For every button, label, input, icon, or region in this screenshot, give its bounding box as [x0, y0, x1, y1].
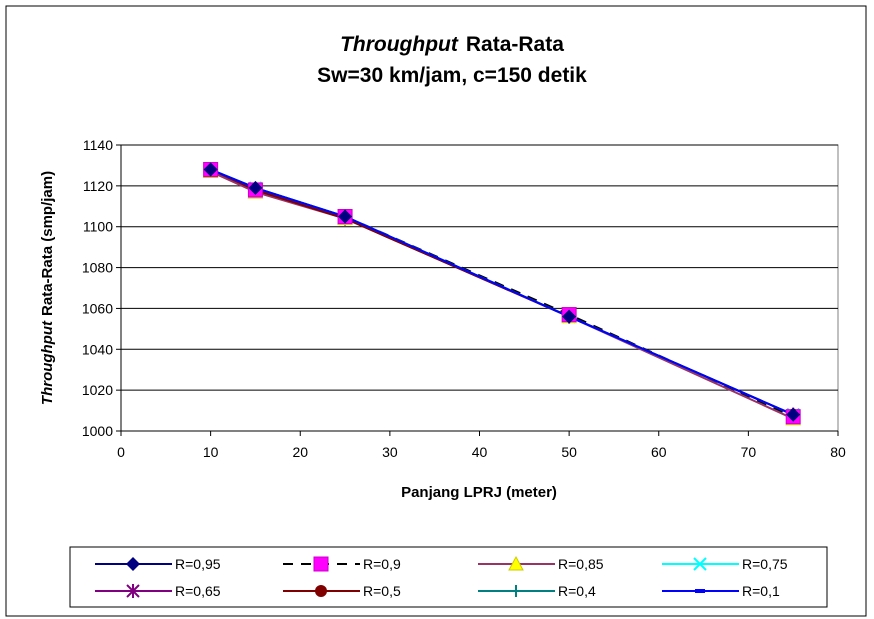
legend-label: R=0,95 — [175, 556, 221, 572]
legend: R=0,95 R=0,9 R=0,85 R=0,75 R=0,65 R=0,5 R=0,4 R… — [95, 555, 788, 599]
series-0-point — [338, 209, 353, 224]
plot-area — [120, 144, 839, 432]
y-tick-label: 1120 — [83, 178, 113, 194]
chart-subtitle: Sw=30 km/jam, c=150 detik — [317, 64, 587, 87]
legend-item: R=0,75 — [662, 556, 788, 572]
series-0-point — [248, 180, 263, 195]
legend-label: R=0,65 — [175, 583, 221, 599]
legend-item: R=0,5 — [283, 583, 401, 599]
legend-marker — [126, 584, 140, 598]
legend-marker — [126, 557, 140, 571]
legend-item: R=0,9 — [283, 556, 401, 572]
y-axis-label: Throughput Rata-Rata (smp/jam) — [39, 171, 56, 405]
legend-label: R=0,9 — [363, 556, 401, 572]
series-group — [202, 162, 802, 426]
chart-title-italic: Throughput — [340, 33, 459, 56]
legend-item: R=0,65 — [95, 583, 221, 599]
y-axis-label-rest: Rata-Rata (smp/jam) — [39, 171, 56, 316]
legend-marker — [510, 585, 522, 597]
series-0-point — [786, 407, 801, 422]
legend-item: R=0,1 — [662, 583, 780, 599]
series-0-point — [562, 309, 577, 324]
legend-marker — [313, 556, 329, 572]
x-tick-label: 30 — [382, 444, 398, 460]
x-tick-label: 70 — [741, 444, 757, 460]
y-tick-label: 1140 — [83, 137, 113, 153]
chart-title-rest: Rata-Rata — [466, 33, 564, 56]
y-tick-label: 1040 — [82, 341, 113, 357]
legend-marker — [508, 555, 524, 571]
x-tick-label: 40 — [472, 444, 488, 460]
y-tick-label: 1080 — [82, 260, 113, 276]
legend-box — [69, 546, 828, 608]
x-axis-label: Panjang LPRJ (meter) — [401, 484, 557, 501]
chart-title: Throughput Rata-Rata — [340, 33, 564, 56]
legend-marker — [695, 589, 705, 593]
y-axis: 1000 1020 1040 1060 1080 1100 1120 1140 — [82, 137, 122, 439]
legend-marker — [315, 585, 327, 597]
x-tick-label: 10 — [203, 444, 219, 460]
y-tick-label: 1060 — [82, 300, 113, 316]
x-tick-label: 80 — [830, 444, 846, 460]
legend-item: R=0,4 — [478, 583, 596, 599]
y-tick-label: 1020 — [82, 382, 113, 398]
y-tick-label: 1000 — [82, 423, 113, 439]
legend-label: R=0,85 — [558, 556, 604, 572]
x-axis: 0 10 20 30 40 50 60 70 80 — [117, 430, 846, 460]
legend-item: R=0,95 — [95, 556, 221, 572]
y-tick-label: 1100 — [83, 219, 113, 235]
x-tick-label: 50 — [561, 444, 577, 460]
legend-label: R=0,75 — [742, 556, 788, 572]
x-tick-label: 0 — [117, 444, 125, 460]
legend-item: R=0,85 — [478, 555, 604, 572]
legend-label: R=0,1 — [742, 583, 780, 599]
legend-label: R=0,5 — [363, 583, 401, 599]
x-tick-label: 60 — [651, 444, 667, 460]
legend-label: R=0,4 — [558, 583, 596, 599]
x-tick-label: 20 — [292, 444, 308, 460]
legend-marker — [693, 557, 707, 571]
y-axis-label-italic: Throughput — [39, 320, 56, 405]
series-0-point — [203, 162, 218, 177]
